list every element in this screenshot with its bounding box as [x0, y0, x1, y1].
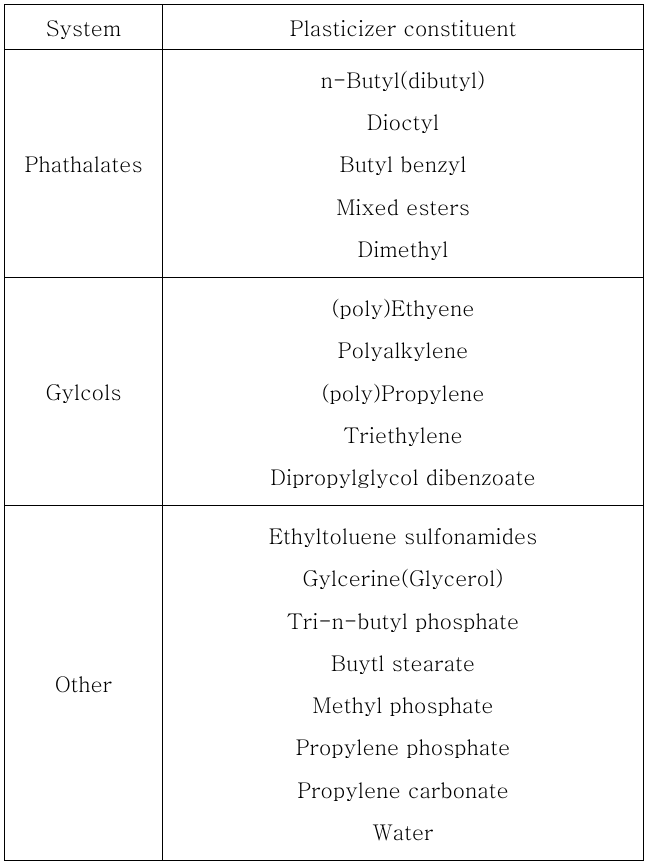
table-body: System Plasticizer constituent Phathalat…	[5, 5, 644, 861]
constituent-item: Ethyltoluene sulfonamides	[167, 514, 639, 556]
constituent-item: Tri-n-butyl phosphate	[167, 599, 639, 641]
plasticizer-table: System Plasticizer constituent Phathalat…	[4, 4, 644, 861]
constituents-cell: n-Butyl(dibutyl) Dioctyl Butyl benzyl Mi…	[163, 50, 644, 278]
constituent-item: Butyl benzyl	[167, 142, 639, 184]
constituent-item: Mixed esters	[167, 185, 639, 227]
col-header-constituent: Plasticizer constituent	[163, 5, 644, 50]
table-row: Gylcols (poly)Ethyene Polyalkylene (poly…	[5, 278, 644, 506]
constituent-item: Gylcerine(Glycerol)	[167, 556, 639, 598]
col-header-system: System	[5, 5, 163, 50]
constituents-cell: (poly)Ethyene Polyalkylene (poly)Propyle…	[163, 278, 644, 506]
constituents-cell: Ethyltoluene sulfonamides Gylcerine(Glyc…	[163, 506, 644, 861]
constituent-item: Propylene phosphate	[167, 725, 639, 767]
system-cell: Phathalates	[5, 50, 163, 278]
constituent-item: Dimethyl	[167, 227, 639, 269]
system-cell: Other	[5, 506, 163, 861]
constituent-item: n-Butyl(dibutyl)	[167, 58, 639, 100]
table-row: Other Ethyltoluene sulfonamides Gylcerin…	[5, 506, 644, 861]
page-wrap: System Plasticizer constituent Phathalat…	[0, 0, 647, 865]
constituent-item: Propylene carbonate	[167, 768, 639, 810]
constituent-item: Dipropylglycol dibenzoate	[167, 455, 639, 497]
constituent-item: Methyl phosphate	[167, 683, 639, 725]
constituent-item: Triethylene	[167, 413, 639, 455]
constituent-item: Water	[167, 810, 639, 852]
constituent-item: (poly)Propylene	[167, 371, 639, 413]
constituent-item: Buytl stearate	[167, 641, 639, 683]
table-row: Phathalates n-Butyl(dibutyl) Dioctyl But…	[5, 50, 644, 278]
system-cell: Gylcols	[5, 278, 163, 506]
constituent-item: Polyalkylene	[167, 328, 639, 370]
constituent-item: Dioctyl	[167, 100, 639, 142]
constituent-item: (poly)Ethyene	[167, 286, 639, 328]
table-header-row: System Plasticizer constituent	[5, 5, 644, 50]
